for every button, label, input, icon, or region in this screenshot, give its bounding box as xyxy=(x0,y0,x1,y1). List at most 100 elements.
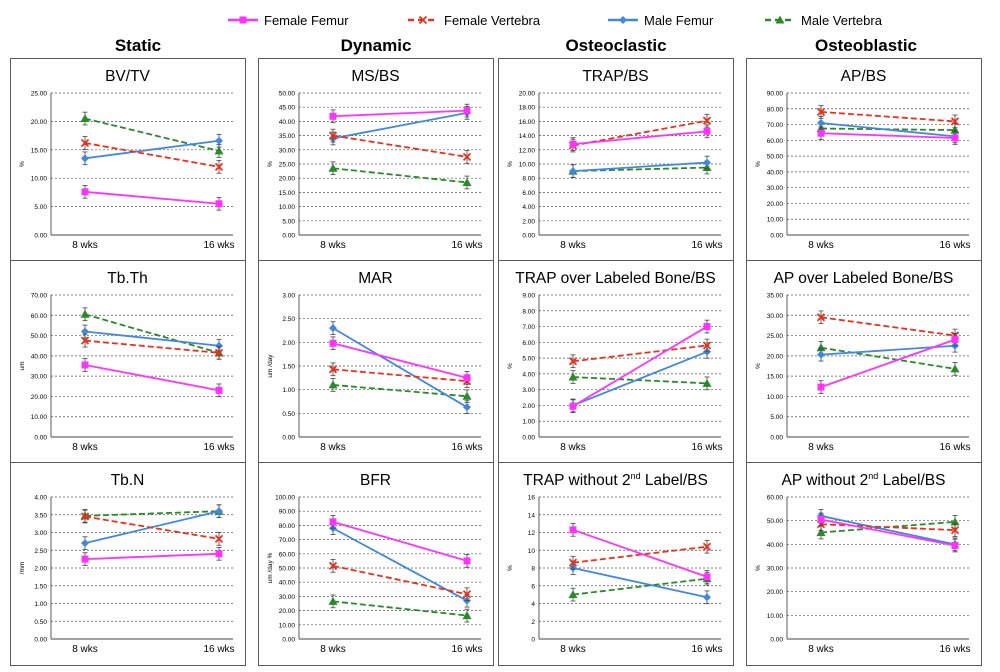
y-tick-label: 2.50 xyxy=(282,316,295,323)
y-tick-label: 3.00 xyxy=(522,387,535,394)
data-point xyxy=(80,138,90,148)
y-tick-label: 40.00 xyxy=(279,580,296,587)
column-header-dynamic: Dynamic xyxy=(340,36,412,55)
y-tick-label: 40.00 xyxy=(767,542,784,549)
y-axis-label: % xyxy=(19,161,26,167)
series-line xyxy=(84,313,220,354)
legend-item: Male Vertebra xyxy=(765,13,883,28)
y-tick-label: 30.00 xyxy=(279,147,296,154)
data-point xyxy=(463,107,471,115)
data-point xyxy=(568,590,578,599)
series-line xyxy=(84,142,220,168)
x-tick-label: 16 wks xyxy=(691,644,722,655)
y-tick-label: 5.00 xyxy=(522,356,535,363)
series-female-femur xyxy=(329,103,471,124)
series-female-femur xyxy=(569,124,711,151)
chart-panel: TRAP/BS 0.00 2.00 4.00 6.00 8.00 10.00 12.00 14.… xyxy=(498,58,734,262)
chart-panel: TRAP over Labeled Bone/BS 0.00 1.00 2.00 3.0… xyxy=(498,260,734,464)
chart-svg: TRAP without 2nd Label/BS 0 2 4 6 8 10 12 14 16% 8… xyxy=(507,471,723,655)
y-tick-label: 20.00 xyxy=(279,608,296,615)
series-line xyxy=(572,376,708,385)
series-female-femur xyxy=(817,126,959,145)
series-line xyxy=(332,342,468,379)
y-tick-label: 10.00 xyxy=(767,613,784,620)
y-tick-label: 40.00 xyxy=(279,119,296,126)
series-line xyxy=(332,327,468,408)
y-axis-label: % xyxy=(755,363,762,369)
legend-label: Female Femur xyxy=(264,13,349,28)
y-tick-label: 0.00 xyxy=(770,233,783,240)
series-male-femur xyxy=(81,133,223,166)
series-female-vertebra xyxy=(328,128,472,164)
data-point xyxy=(81,555,89,563)
y-tick-label: 0.00 xyxy=(34,637,47,644)
chart-panel: BFR 0.00 10.00 20.00 30.00 40.00 50.00 60.00 70.… xyxy=(258,462,494,666)
data-point xyxy=(950,117,960,126)
y-tick-label: 70.00 xyxy=(279,537,296,544)
data-point xyxy=(328,561,338,571)
series-female-vertebra xyxy=(80,509,224,546)
series-female-femur xyxy=(817,332,959,394)
chart-title: TRAP/BS xyxy=(582,68,648,85)
data-point xyxy=(703,127,711,135)
y-tick-label: 0.00 xyxy=(522,435,535,442)
data-point xyxy=(816,313,826,322)
data-point xyxy=(569,402,577,410)
y-tick-label: 90.00 xyxy=(767,91,784,98)
series-female-vertebra xyxy=(80,136,224,174)
y-tick-label: 40.00 xyxy=(31,353,48,360)
data-point xyxy=(702,542,712,551)
y-tick-label: 18.00 xyxy=(519,105,536,112)
data-point xyxy=(463,557,471,565)
y-tick-label: 60.00 xyxy=(767,495,784,502)
y-tick-label: 50.00 xyxy=(767,154,784,161)
y-tick-label: 4 xyxy=(531,601,535,608)
legend-marker xyxy=(619,16,627,24)
y-tick-label: 10.00 xyxy=(767,217,784,224)
series-female-femur xyxy=(569,319,711,414)
data-point xyxy=(568,357,578,366)
series-line xyxy=(820,132,956,139)
legend-marker xyxy=(418,15,428,25)
data-point xyxy=(462,611,472,620)
chart-title: AP without 2nd Label/BS xyxy=(782,471,946,489)
data-point xyxy=(702,341,712,350)
y-tick-label: 4.00 xyxy=(522,204,535,211)
y-tick-label: 20.00 xyxy=(279,176,296,183)
data-point xyxy=(817,350,825,359)
series-female-vertebra xyxy=(816,105,960,129)
data-point xyxy=(817,118,825,127)
y-tick-label: 8 xyxy=(531,566,535,573)
chart-svg: BV/TV 0.00 5.00 10.00 15.00 20.00 25.00% 8 wks 1… xyxy=(19,68,235,251)
x-tick-label: 8 wks xyxy=(808,240,834,251)
x-tick-label: 16 wks xyxy=(691,240,722,251)
y-tick-label: 40.00 xyxy=(767,169,784,176)
y-tick-label: 100.00 xyxy=(275,495,295,502)
y-axis-label: % xyxy=(507,161,514,167)
y-tick-label: 25.00 xyxy=(767,333,784,340)
data-point xyxy=(462,152,472,162)
y-axis-label: % xyxy=(755,161,762,167)
y-axis-label: % xyxy=(755,565,762,571)
series-line xyxy=(820,346,956,370)
series-female-vertebra xyxy=(568,539,712,570)
data-point xyxy=(215,136,223,145)
y-tick-label: 45.00 xyxy=(279,105,296,112)
data-point xyxy=(702,378,712,387)
y-axis-label: um /day xyxy=(267,354,274,378)
y-tick-label: 10.00 xyxy=(279,622,296,629)
y-tick-label: 8.00 xyxy=(522,308,535,315)
y-tick-label: 6.00 xyxy=(522,340,535,347)
series-male-vertebra xyxy=(816,340,960,376)
series-male-vertebra xyxy=(80,111,224,158)
y-tick-label: 0.00 xyxy=(770,637,783,644)
y-tick-label: 10.00 xyxy=(279,204,296,211)
y-tick-label: 50.00 xyxy=(31,333,48,340)
series-line xyxy=(332,368,468,383)
series-line xyxy=(572,130,708,146)
y-tick-label: 2.00 xyxy=(522,218,535,225)
y-tick-label: 50.00 xyxy=(279,566,296,573)
y-tick-label: 0.50 xyxy=(282,411,295,418)
x-tick-label: 16 wks xyxy=(939,442,970,453)
y-tick-label: 2.00 xyxy=(282,340,295,347)
